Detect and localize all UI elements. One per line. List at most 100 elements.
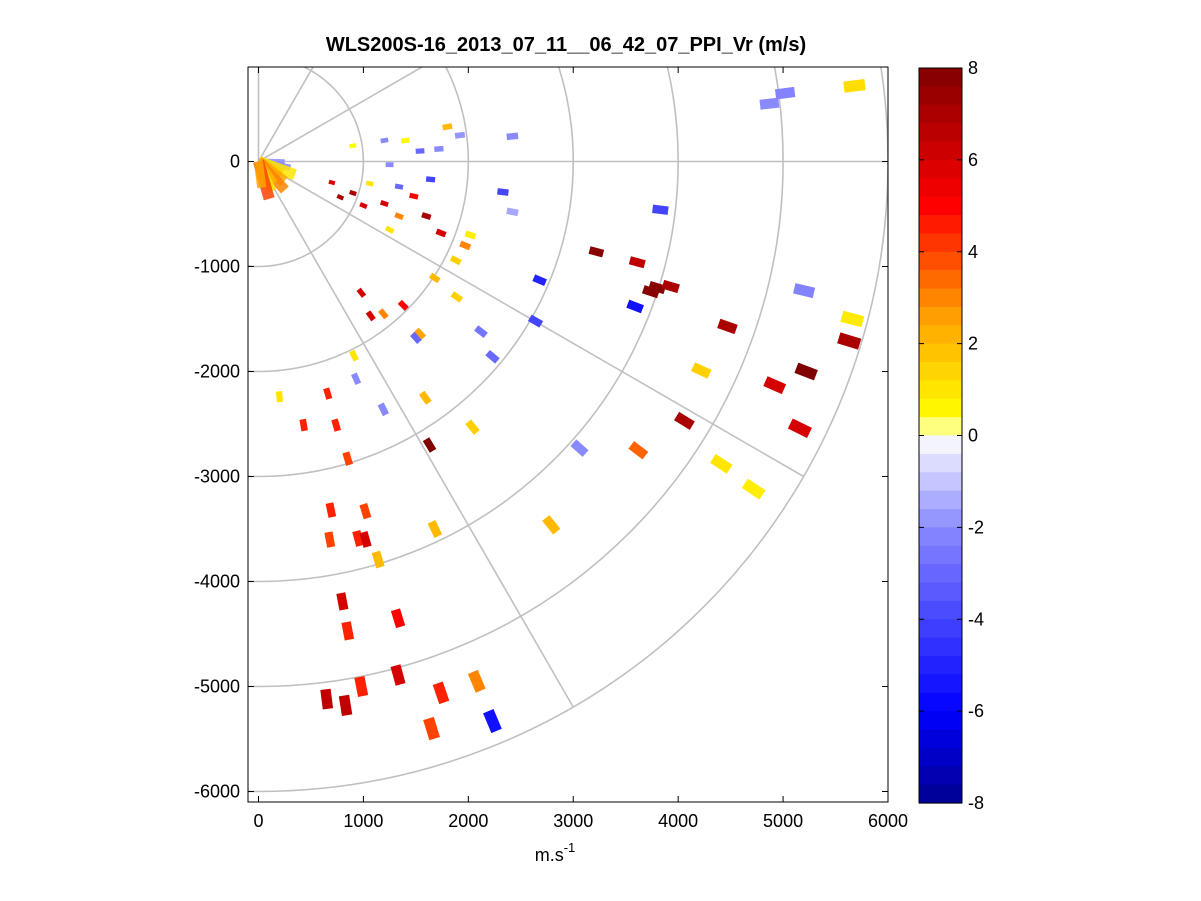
- data-cell: [418, 390, 432, 405]
- colorbar-band: [919, 362, 962, 381]
- y-tick-label: -5000: [194, 677, 240, 697]
- grid-spoke: [257, 67, 314, 162]
- data-cell: [435, 228, 447, 238]
- y-axis: 0 -1000 -2000 -3000 -4000 -5000 -6000: [194, 152, 888, 802]
- data-cell: [356, 287, 367, 298]
- y-tick-label: -3000: [194, 467, 240, 487]
- data-cell: [342, 451, 354, 466]
- colorbar-band: [919, 270, 962, 290]
- colorbar-band: [919, 509, 962, 528]
- x-tick-label: 0: [253, 811, 263, 831]
- data-cell: [690, 362, 712, 379]
- y-tick-label: -2000: [194, 362, 240, 382]
- y-tick-label: -1000: [194, 257, 240, 277]
- data-cell: [483, 708, 502, 734]
- data-cell: [661, 279, 680, 294]
- data-cell: [506, 132, 519, 141]
- data-cell: [628, 441, 649, 460]
- data-cell: [415, 148, 425, 154]
- data-cell: [409, 192, 419, 200]
- data-cell: [359, 530, 372, 548]
- data-cell: [384, 225, 395, 234]
- data-cell: [320, 688, 334, 710]
- data-cell: [467, 669, 486, 693]
- data-cell: [328, 179, 336, 186]
- colorbar-band: [919, 251, 962, 271]
- data-cell: [532, 274, 547, 286]
- data-cell: [390, 608, 406, 629]
- data-cell: [421, 212, 432, 221]
- data-cell: [497, 188, 509, 196]
- colorbar-band: [919, 527, 962, 547]
- colorbar-band: [919, 178, 962, 198]
- colorbar-band: [919, 288, 962, 308]
- polar-grid: [248, 67, 888, 793]
- data-cell: [843, 79, 866, 93]
- data-cell: [628, 256, 646, 269]
- colorbar-tick-label: 4: [968, 242, 978, 262]
- data-cell: [506, 207, 519, 217]
- grid-spoke: [258, 67, 424, 163]
- data-cell: [450, 291, 464, 303]
- colorbar-band: [919, 674, 962, 694]
- origin-streak: [253, 160, 267, 189]
- data-cell: [542, 515, 561, 535]
- data-cell: [341, 621, 355, 641]
- data-cell: [485, 349, 500, 364]
- data-cell: [359, 502, 372, 520]
- data-cell: [648, 280, 667, 295]
- colorbar-band: [919, 159, 962, 179]
- data-cell: [351, 372, 362, 385]
- data-cell: [371, 550, 385, 569]
- x-tick-label: 5000: [763, 811, 803, 831]
- data-cell: [409, 331, 422, 344]
- data-cell: [774, 86, 796, 100]
- data-cell: [759, 97, 780, 110]
- data-cell: [380, 137, 389, 144]
- data-cell: [741, 478, 766, 500]
- data-cell: [390, 664, 406, 686]
- data-cell: [527, 314, 544, 328]
- data-cell: [365, 180, 374, 187]
- colorbar-band: [919, 233, 962, 253]
- data-cell: [717, 318, 738, 335]
- colorbar-band: [919, 380, 962, 400]
- colorbar-band: [919, 545, 962, 565]
- colorbar-tick-label: 0: [968, 426, 978, 446]
- data-cell: [338, 694, 353, 717]
- data-cell: [385, 162, 394, 168]
- colorbar-tick-label: -6: [968, 701, 984, 721]
- data-cell: [427, 520, 443, 538]
- data-cell: [275, 391, 284, 403]
- axes-frame: [247, 66, 889, 803]
- data-cell: [454, 131, 466, 139]
- data-cell: [425, 176, 436, 183]
- colorbar-band: [919, 472, 962, 492]
- data-cell: [474, 325, 488, 339]
- data-cell: [793, 283, 816, 299]
- data-cell: [570, 439, 589, 457]
- chart-title: WLS200S-16_2013_07_11__06_42_07_PPI_Vr (…: [326, 34, 806, 56]
- colorbar-band: [919, 637, 962, 657]
- data-cell: [840, 310, 865, 328]
- colorbar-band: [919, 123, 962, 143]
- data-cell: [414, 327, 427, 340]
- data-cell: [336, 592, 349, 611]
- data-cell: [325, 502, 337, 518]
- plot-area: 0 1000 2000 3000 4000 5000 6000 0 -1000 -2000 -30…: [194, 66, 908, 831]
- data-cell: [354, 675, 369, 698]
- colorbar-band: [919, 490, 962, 510]
- colorbar-band: [919, 417, 962, 437]
- data-cell: [641, 285, 660, 299]
- data-cell: [709, 453, 733, 474]
- grid-spoke: [257, 161, 574, 708]
- colorbar-band: [919, 692, 962, 712]
- data-cell: [394, 183, 404, 190]
- colorbar-band: [919, 196, 962, 216]
- data-cell: [359, 202, 368, 210]
- colorbar-tick-label: 6: [968, 150, 978, 170]
- colorbar-band: [919, 784, 962, 804]
- colorbar-band: [919, 600, 962, 620]
- data-cell: [794, 362, 818, 381]
